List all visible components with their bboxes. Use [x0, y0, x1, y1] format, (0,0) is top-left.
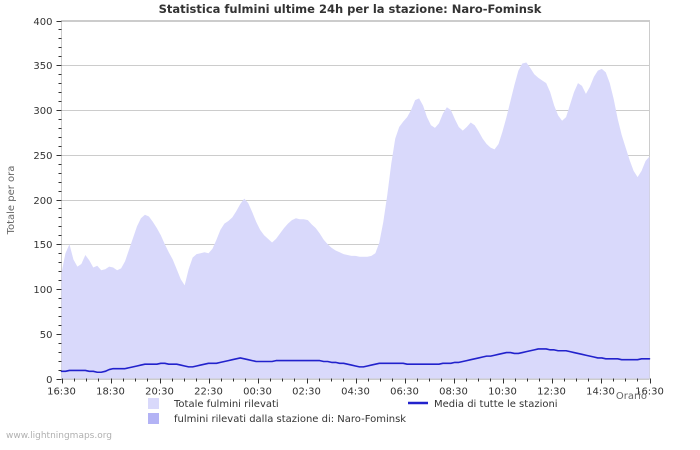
legend-item-average: Media di tutte le stazioni — [408, 399, 558, 410]
x-tick-label-7: 06:30 — [390, 387, 419, 398]
chart-title: Statistica fulmini ultime 24h per la sta… — [159, 2, 542, 16]
x-axis: 16:30 18:30 20:30 22:30 00:30 02:30 04:30 06:30… — [47, 378, 664, 398]
y-axis-title: Totale per ora — [6, 166, 17, 236]
x-tick-label-1: 18:30 — [96, 387, 125, 398]
line-average-all-stations — [60, 348, 651, 374]
legend-item-station: fulmini rilevati dalla stazione di: Naro… — [148, 413, 406, 425]
legend-swatch-total — [148, 398, 159, 409]
x-tick-label-10: 12:30 — [537, 387, 566, 398]
y-axis: 0 50 100 150 200 250 300 350 400 — [33, 17, 62, 386]
legend-item-total: Totale fulmini rilevati — [148, 398, 279, 410]
x-tick-label-12: 16:30 — [635, 387, 664, 398]
x-tick-label-5: 02:30 — [292, 387, 321, 398]
y-tick-label-100: 100 — [33, 285, 52, 296]
x-axis-title: Orario — [616, 391, 647, 402]
area-total-lightning — [61, 62, 650, 379]
legend-label-total: Totale fulmini rilevati — [173, 399, 279, 410]
x-tick-label-9: 10:30 — [488, 387, 517, 398]
y-tick-label-350: 350 — [33, 61, 52, 72]
legend-label-station: fulmini rilevati dalla stazione di: Naro… — [174, 414, 406, 425]
chart-legend: Totale fulmini rilevati fulmini rilevati … — [148, 398, 558, 425]
x-tick-label-3: 22:30 — [194, 387, 223, 398]
x-tick-label-4: 00:30 — [243, 387, 272, 398]
y-tick-label-200: 200 — [33, 196, 52, 207]
x-tick-label-2: 20:30 — [145, 387, 174, 398]
legend-swatch-station — [148, 413, 159, 424]
x-tick-label-11: 14:30 — [586, 387, 615, 398]
y-tick-label-250: 250 — [33, 151, 52, 162]
x-tick-label-0: 16:30 — [47, 387, 76, 398]
legend-label-average: Media di tutte le stazioni — [434, 399, 558, 410]
y-tick-label-50: 50 — [40, 330, 53, 341]
y-tick-label-400: 400 — [33, 17, 52, 28]
y-tick-label-150: 150 — [33, 240, 52, 251]
y-tick-label-0: 0 — [46, 375, 52, 386]
y-tick-label-300: 300 — [33, 106, 52, 117]
x-tick-label-6: 04:30 — [341, 387, 370, 398]
x-tick-label-8: 08:30 — [439, 387, 468, 398]
watermark-text: www.lightningmaps.org — [6, 431, 112, 441]
